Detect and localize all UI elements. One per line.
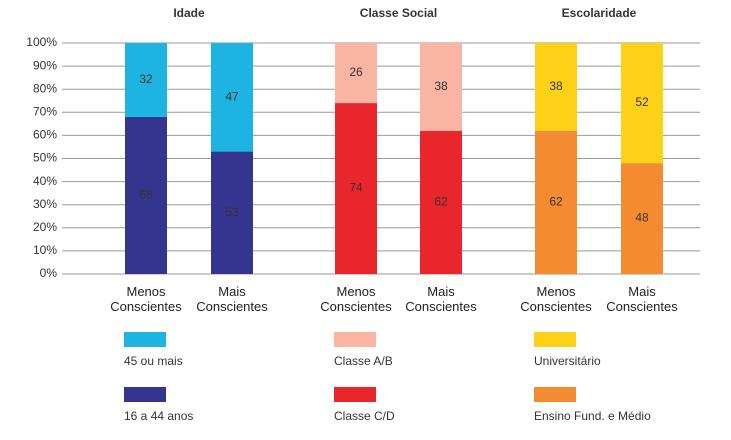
x-tick-label: Mais Conscientes (606, 284, 678, 314)
y-tick-label: 20% (33, 220, 57, 234)
bar-segment (621, 43, 663, 164)
bar-segment (535, 130, 577, 274)
legend-label: 45 ou mais (124, 354, 183, 368)
legend-label: Universitário (534, 354, 601, 368)
y-tick-label: 70% (33, 104, 57, 118)
bar-segment (211, 151, 253, 274)
value-label: 38 (434, 79, 448, 93)
value-label: 62 (434, 195, 448, 209)
value-label: 32 (139, 72, 153, 86)
bar-segment (125, 116, 167, 274)
x-tick-label: Menos Conscientes (320, 284, 392, 314)
legend-swatch (124, 332, 166, 347)
y-tick-label: 30% (33, 197, 57, 211)
value-label: 26 (349, 65, 363, 79)
legend-swatch (334, 387, 376, 402)
value-label: 74 (349, 181, 363, 195)
group-title: Idade (173, 6, 205, 20)
group-title: Escolaridade (562, 6, 637, 20)
y-tick-label: 10% (33, 243, 57, 257)
y-tick-label: 0% (40, 266, 58, 280)
bar-segment (335, 103, 377, 274)
legend-swatch (534, 387, 576, 402)
value-label: 68 (139, 188, 153, 202)
value-label: 53 (225, 205, 239, 219)
y-tick-label: 50% (33, 151, 57, 165)
legend-swatch (334, 332, 376, 347)
value-label: 62 (549, 195, 563, 209)
y-tick-label: 60% (33, 128, 57, 142)
bar-segment (211, 43, 253, 152)
legend-swatch (124, 387, 166, 402)
legend-label: Ensino Fund. e Médio (534, 409, 651, 423)
value-label: 52 (635, 95, 649, 109)
value-label: 38 (549, 79, 563, 93)
x-tick-label: Mais Conscientes (196, 284, 268, 314)
y-tick-label: 80% (33, 81, 57, 95)
x-tick-label: Menos Conscientes (520, 284, 592, 314)
value-label: 47 (225, 89, 239, 103)
bar-segment (125, 43, 167, 117)
value-label: 48 (635, 211, 649, 225)
bar-segment (535, 43, 577, 131)
legend-swatch (534, 332, 576, 347)
y-tick-label: 100% (26, 35, 57, 49)
legend-label: Classe C/D (334, 409, 395, 423)
legend-label: 16 a 44 anos (124, 409, 193, 423)
y-tick-label: 40% (33, 174, 57, 188)
bar-segment (621, 163, 663, 274)
x-tick-label: Menos Conscientes (110, 284, 182, 314)
group-title: Classe Social (360, 6, 437, 20)
bar-segment (335, 43, 377, 104)
x-tick-label: Mais Conscientes (405, 284, 477, 314)
legend-label: Classe A/B (334, 354, 393, 368)
bar-segment (420, 43, 462, 131)
bar-segment (420, 130, 462, 274)
y-tick-label: 90% (33, 58, 57, 72)
